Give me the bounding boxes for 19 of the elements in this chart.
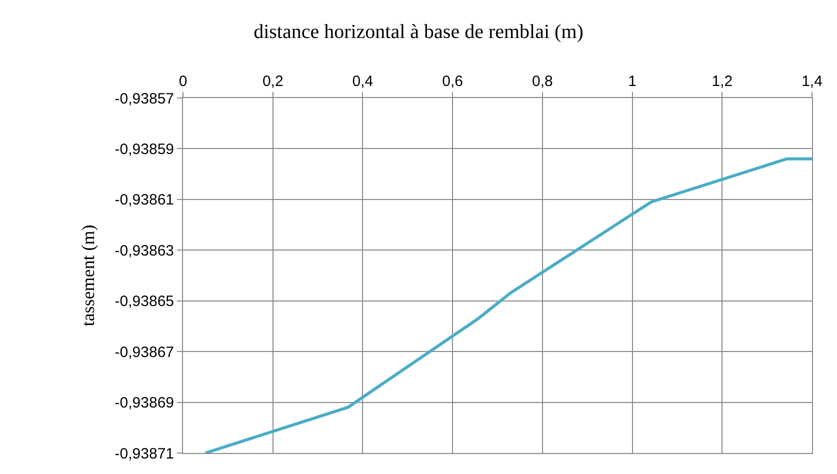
line-series: [204, 157, 812, 453]
x-tick-label: 0,8: [532, 73, 553, 90]
y-tick-label: -0,93861: [114, 192, 174, 209]
x-tick-label: 1: [628, 73, 636, 90]
x-tick-label: 0,4: [352, 73, 374, 90]
y-tick-label: -0,93865: [114, 293, 174, 310]
x-tick-label: 0: [178, 73, 188, 90]
chart-title: distance horizontal à base de remblai (m): [254, 21, 584, 43]
x-tick-label: 0,6: [442, 73, 463, 90]
x-tick-label: 0,2: [262, 73, 284, 90]
y-tick-label: -0,93857: [114, 90, 174, 108]
y-tick-label: -0,93869: [114, 394, 174, 412]
y-axis-title: tassement (m): [78, 224, 98, 326]
y-tick-label: -0,93867: [114, 344, 174, 361]
x-tick-label: 1,4: [802, 73, 822, 90]
x-tick-label: 1,2: [712, 73, 733, 90]
y-tick-label: -0,93863: [114, 242, 174, 260]
y-tick-label: -0,93859: [114, 140, 174, 158]
y-tick-label: -0,93871: [114, 445, 174, 462]
